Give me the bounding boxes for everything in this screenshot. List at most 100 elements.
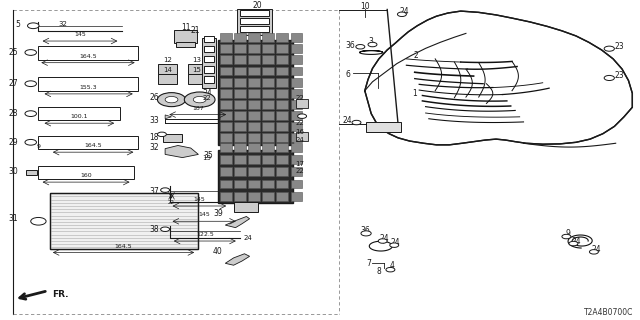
Circle shape	[604, 46, 614, 51]
Text: 24: 24	[571, 236, 581, 245]
Text: 37: 37	[149, 188, 159, 196]
Text: 164.5: 164.5	[79, 54, 97, 59]
Bar	[204, 56, 214, 62]
Bar	[248, 155, 260, 164]
Bar	[218, 150, 293, 203]
Bar	[262, 167, 274, 176]
Bar	[262, 100, 274, 109]
Circle shape	[25, 140, 36, 145]
Bar	[276, 100, 288, 109]
Bar	[234, 111, 246, 120]
Bar	[276, 122, 288, 131]
Bar	[158, 64, 177, 74]
Bar	[248, 100, 260, 109]
Bar	[188, 64, 207, 74]
Text: T2A4B0700C: T2A4B0700C	[584, 308, 634, 317]
Text: 27: 27	[8, 79, 18, 88]
Circle shape	[298, 114, 307, 118]
Text: 23: 23	[614, 42, 625, 51]
Bar	[163, 134, 182, 142]
Bar	[234, 78, 246, 87]
Bar	[276, 155, 288, 164]
Text: 8: 8	[376, 267, 381, 276]
Text: 18: 18	[149, 133, 159, 142]
Bar	[276, 111, 288, 120]
Bar	[38, 165, 134, 179]
Polygon shape	[365, 11, 632, 145]
Text: 22: 22	[202, 95, 211, 101]
Text: 22: 22	[296, 95, 305, 101]
Circle shape	[356, 44, 365, 49]
Bar	[276, 44, 288, 53]
Circle shape	[161, 188, 170, 192]
Bar	[291, 33, 302, 42]
Text: 4: 4	[389, 261, 394, 270]
Bar	[204, 66, 214, 73]
Text: 12: 12	[163, 57, 172, 63]
Bar	[291, 78, 302, 87]
Bar	[38, 46, 138, 60]
Bar	[291, 180, 302, 188]
Bar	[276, 33, 288, 42]
Text: 26: 26	[149, 92, 159, 101]
Bar	[220, 192, 232, 201]
Bar	[291, 143, 302, 152]
Bar	[248, 111, 260, 120]
Bar	[262, 55, 274, 64]
Text: FR.: FR.	[52, 290, 69, 299]
Bar	[220, 78, 232, 87]
Bar	[218, 40, 293, 145]
Bar	[234, 67, 246, 76]
Bar	[50, 193, 198, 249]
Text: 24: 24	[296, 137, 305, 143]
Circle shape	[28, 23, 39, 28]
Text: 24: 24	[591, 245, 602, 254]
Circle shape	[368, 42, 377, 47]
Bar	[240, 26, 269, 32]
Circle shape	[157, 92, 186, 107]
Bar	[220, 143, 232, 152]
Bar	[220, 155, 232, 164]
Bar	[276, 55, 288, 64]
Bar	[204, 46, 214, 52]
Text: 145: 145	[193, 197, 205, 202]
Text: 25: 25	[8, 48, 18, 57]
Bar	[234, 100, 246, 109]
Bar	[262, 78, 274, 87]
Bar	[234, 89, 246, 98]
Text: 33: 33	[149, 116, 159, 124]
Bar	[26, 170, 37, 175]
Bar	[38, 107, 120, 120]
Text: 100.1: 100.1	[70, 114, 88, 119]
Bar	[262, 143, 274, 152]
Text: 7: 7	[366, 259, 371, 268]
Polygon shape	[165, 146, 198, 157]
Circle shape	[361, 231, 371, 236]
Bar	[248, 122, 260, 131]
Text: 187: 187	[192, 106, 204, 111]
Text: 31: 31	[8, 213, 18, 223]
Text: 40: 40	[213, 247, 223, 256]
Text: 24: 24	[342, 116, 352, 125]
Text: 160: 160	[80, 173, 92, 178]
Polygon shape	[225, 217, 250, 228]
Text: 6: 6	[346, 70, 351, 79]
Bar	[237, 9, 272, 35]
Bar	[174, 29, 197, 43]
Circle shape	[184, 92, 215, 107]
Bar	[220, 44, 232, 53]
Bar	[202, 38, 216, 88]
Bar	[220, 100, 232, 109]
Bar	[234, 44, 246, 53]
Bar	[158, 74, 177, 84]
Bar	[204, 76, 214, 83]
Text: 145: 145	[198, 212, 210, 218]
Bar	[276, 192, 288, 201]
Text: 2: 2	[413, 51, 419, 60]
Bar	[276, 143, 288, 152]
Circle shape	[397, 12, 406, 17]
Bar	[248, 89, 260, 98]
Circle shape	[25, 50, 36, 55]
Bar	[248, 180, 260, 188]
Bar	[248, 133, 260, 142]
